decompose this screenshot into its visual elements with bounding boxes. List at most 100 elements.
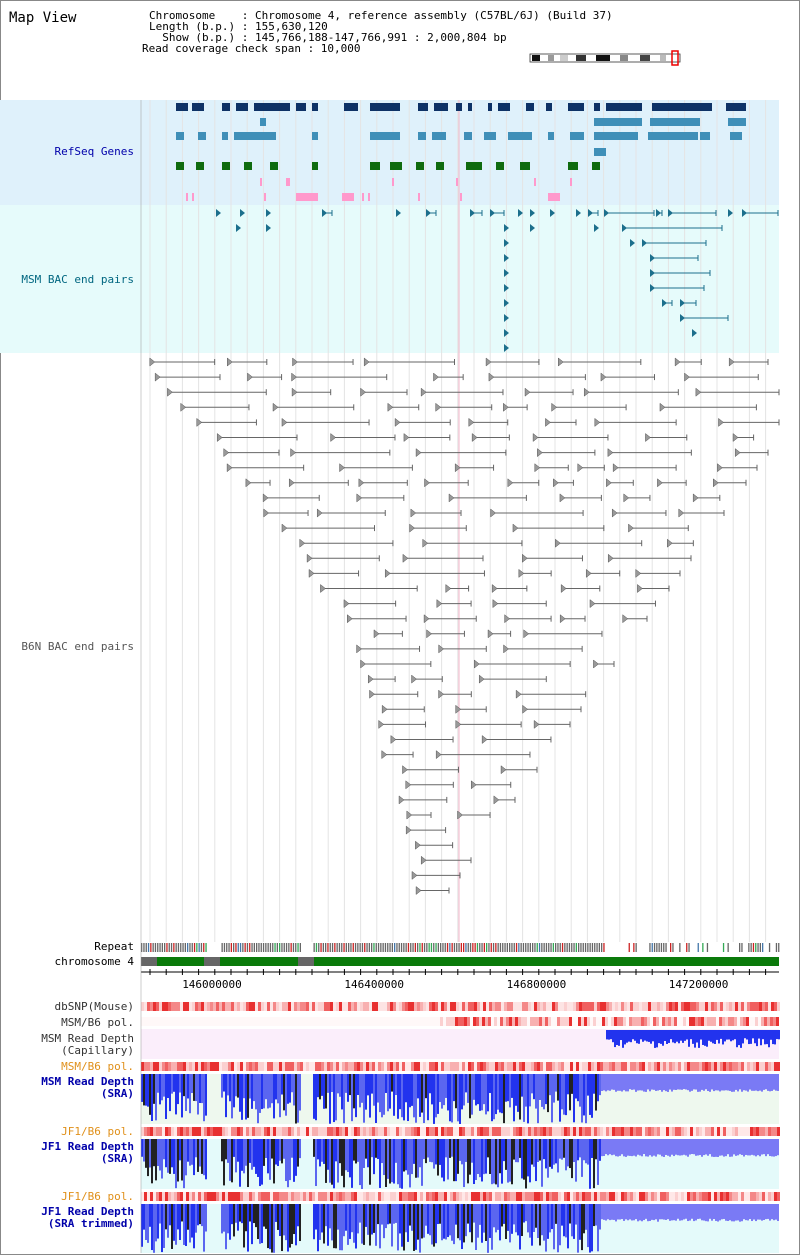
msm-bac-track-label[interactable]: MSM BAC end pairs [21,273,134,286]
jf1-sra-depth-bar [161,1139,163,1179]
jf1-trim-depth-bar [349,1204,351,1239]
msm-cap-depth-bar [730,1030,732,1042]
jf1-sra-depth-bar [591,1139,593,1158]
msm-pol-mark [662,1017,665,1026]
jf1-sra-depth-bar [487,1139,489,1158]
msm-bac-end-mark [680,314,685,322]
b6n-bac-track-label[interactable]: B6N BAC end pairs [21,640,134,653]
msm-sra-depth-bar [223,1074,225,1092]
msm-sra-depth-bar [603,1074,605,1091]
msm-sra-depth-bar [335,1074,337,1121]
repeat-mark [368,943,370,952]
dbsnp-mark [735,1002,738,1011]
jf1-pol-trim-mark [762,1192,765,1201]
jf1-sra-depth-bar [731,1139,733,1157]
msm-sra-depth-bar [713,1074,715,1092]
jf1-trim-depth-bar [475,1204,477,1250]
jf1-pol-trim-mark [729,1192,732,1201]
b6n-bac-end-mark [559,493,566,503]
msm-sra-depth-bar [345,1074,347,1093]
repeat-mark [205,943,207,952]
b6n-bac-end-mark [405,825,412,835]
msm-sra-depth-bar [765,1074,767,1090]
jf1-pol-mark [261,1127,264,1136]
repeat-mark [601,943,603,952]
msm-sra-depth-bar [509,1074,511,1108]
jf1-pol-mark [501,1127,504,1136]
b6n-bac-end-mark [360,659,366,669]
repeat-mark [359,943,361,952]
b6n-bac-end-mark [381,704,388,714]
repeat-mark [327,943,329,952]
jf1-trim-depth-bar [553,1204,555,1250]
jf1-pol-trim-mark [381,1192,384,1201]
msm-sra-depth-bar [673,1074,675,1090]
repeat-mark [538,943,541,952]
repeat-mark [628,943,630,952]
msm-cap-depth-bar [646,1030,648,1042]
refseq-track-label[interactable]: RefSeq Genes [54,145,134,158]
jf1-sra-depth-bar [481,1139,483,1182]
gene-mark [468,103,472,111]
msm-pol-mark [641,1017,644,1026]
dbsnp-mark [420,1002,423,1011]
msm-sra-depth-bar [165,1074,167,1120]
msm-pol-sra-mark [666,1062,669,1071]
msm-cap-depth-bar [722,1030,724,1045]
jf1-trim-depth-bar [387,1204,389,1225]
msm-pol-mark [488,1017,491,1026]
jf1-sra-depth-bar [777,1139,779,1156]
msm-sra-depth-bar [393,1074,395,1116]
msm-bac-end-mark [236,224,241,232]
b6n-bac-end-mark [436,599,443,609]
msm-pol-mark [542,1017,545,1026]
repeat-mark [419,943,421,952]
gene-mark [392,178,394,186]
jf1-pol-trim-mark [543,1192,546,1201]
jf1-pol-trim-mark [705,1192,708,1201]
jf1-pol-mark [342,1127,345,1136]
msm-sra-depth-bar [551,1074,553,1123]
jf1-pol-mark [246,1127,249,1136]
msm-pol-sra-mark [381,1062,384,1071]
repeat-mark [170,943,173,952]
msm-sra-depth-bar [229,1074,231,1102]
jf1-pol-mark [489,1127,492,1136]
jf1-sra-depth-bar [195,1139,197,1158]
msm-pol-sra-mark [693,1062,696,1071]
msm-sra-depth-bar [395,1074,397,1096]
jf1-trim-depth-bar [439,1204,441,1224]
jf1-sra-depth-bar [403,1139,405,1172]
jf1-pol-trim-mark [318,1192,321,1201]
jf1-pol-mark [363,1127,366,1136]
jf1-pol-trim-mark [756,1192,759,1201]
msm-cap-depth-bar [708,1030,710,1041]
jf1-trim-depth-bar [691,1204,693,1219]
jf1-trim-depth-bar [441,1204,443,1241]
jf1-pol-mark [225,1127,228,1136]
gene-mark [700,132,710,140]
msm-sra-depth-bar [609,1074,611,1091]
msm-cap-depth-bar [660,1030,662,1044]
dbsnp-mark [183,1002,186,1011]
jf1-trim-depth-bar [509,1204,511,1243]
repeat-track-label: Repeat [94,940,134,953]
jf1-trim-depth-bar [517,1204,519,1236]
jf1-trim-depth-bar [611,1204,613,1220]
jf1-sra-depth-bar [237,1139,239,1162]
jf1-sra-depth-bar [543,1139,545,1160]
jf1-sra-depth-bar [243,1139,245,1174]
repeat-mark [235,943,237,952]
msm-pol-mark [665,1017,668,1026]
gene-mark [370,103,400,111]
jf1-trim-depth-bar [415,1204,417,1250]
jf1-pol-mark [618,1127,621,1136]
repeat-mark [555,943,557,952]
repeat-mark [177,943,180,952]
jf1-sra-depth-bar [479,1139,481,1178]
dbsnp-mark [267,1002,270,1011]
msm-sra-depth-bar [623,1074,625,1091]
jf1-pol-mark [237,1127,240,1136]
msm-pol-mark [746,1017,749,1026]
b6n-bac-end-mark [515,689,522,699]
